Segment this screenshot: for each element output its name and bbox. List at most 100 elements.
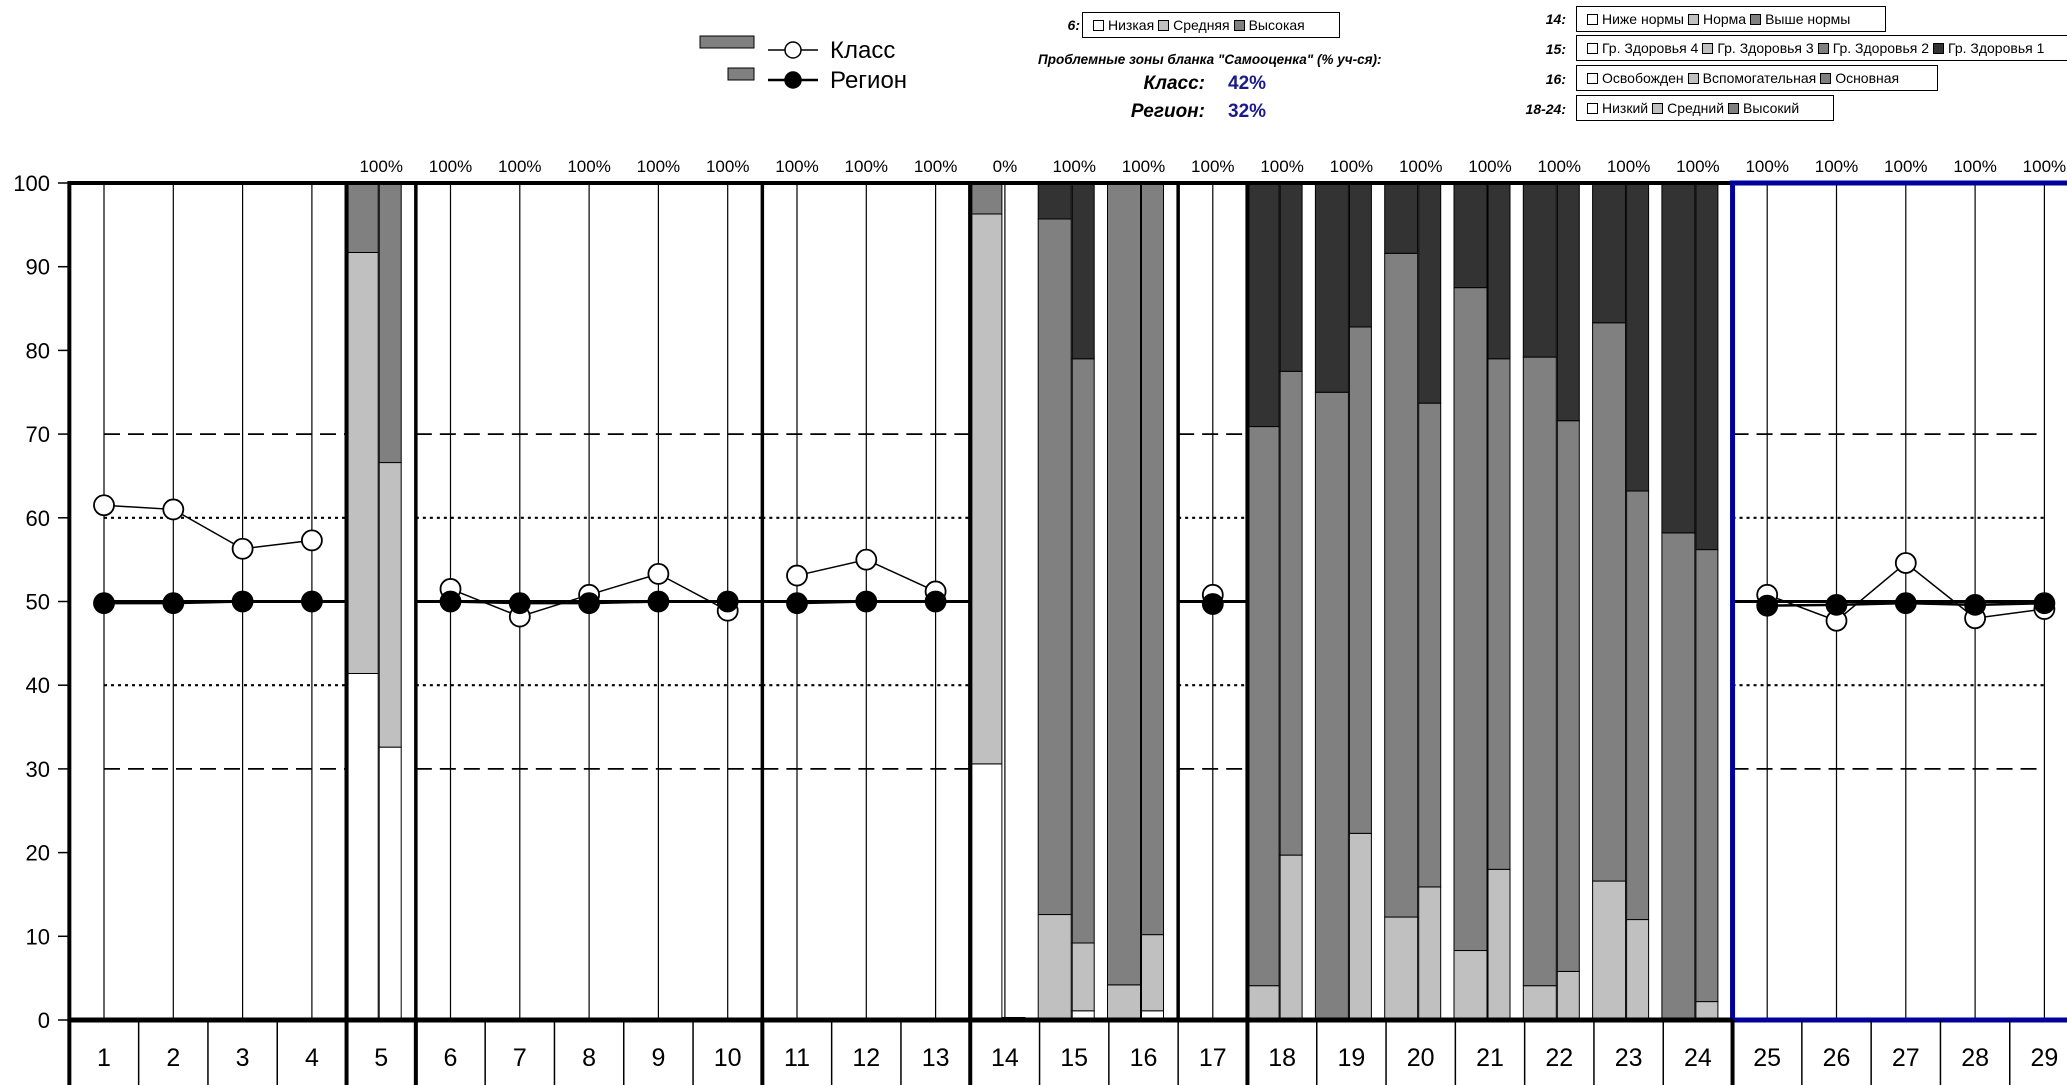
completion-label: 100% (359, 157, 402, 176)
completion-label: 100% (1399, 157, 1442, 176)
legend-item: Норма (1702, 11, 1747, 27)
completion-label: 100% (1676, 157, 1719, 176)
bar-segment (1279, 370, 1303, 856)
legend-swatch-health3 (1702, 42, 1714, 54)
bar-segment (1626, 490, 1650, 921)
legend-item: Освобожден (1602, 70, 1684, 86)
legend-swatch-below (1587, 13, 1598, 25)
class-point (786, 564, 808, 587)
legend-swatch-mid-level (1652, 102, 1664, 114)
bar-segment (1141, 934, 1164, 1012)
legend-box-15: Гр. Здоровья 4 Гр. Здоровья 3 Гр. Здоров… (1576, 35, 2067, 61)
region-point (93, 592, 115, 615)
category-label: 12 (852, 1044, 880, 1072)
bar-segment (1071, 942, 1095, 1012)
bar-segment (344, 251, 379, 674)
category-label: 19 (1337, 1044, 1365, 1072)
category-label: 8 (582, 1044, 596, 1072)
bar-segment (1037, 182, 1072, 220)
legend-key-6: 6: (1067, 17, 1080, 33)
completion-label: 100% (1052, 157, 1095, 176)
category-label: 17 (1199, 1044, 1227, 1072)
legend-marker-class (784, 41, 802, 59)
bar-segment (1071, 358, 1095, 944)
problem-zones-title: Проблемные зоны бланка "Самооценка" (% у… (1038, 52, 1382, 67)
bar-segment (1556, 420, 1580, 972)
legend-box-6: Низкая Средняя Высокая (1082, 12, 1340, 38)
legend-item: Высокая (1248, 17, 1305, 33)
legend-swatch-low-level (1587, 102, 1598, 114)
bar-segment (378, 462, 402, 748)
bar-segment (1453, 182, 1488, 289)
category-label: 20 (1407, 1044, 1435, 1072)
bar-segment (1245, 426, 1280, 987)
bar-segment (1037, 914, 1072, 1021)
bar-segment (1141, 182, 1164, 936)
legend-item: Ниже нормы (1602, 11, 1684, 27)
completion-label: 100% (498, 157, 541, 176)
bar-segment (344, 672, 379, 1021)
legend-item: Гр. Здоровья 3 (1717, 40, 1814, 56)
completion-label: 100% (1815, 157, 1858, 176)
bar-segment (1245, 182, 1280, 428)
y-tick-label: 40 (26, 673, 50, 698)
category-label: 5 (374, 1044, 388, 1072)
bar-segment (1107, 984, 1141, 1021)
completion-label: 100% (914, 157, 957, 176)
completion-label: 100% (429, 157, 472, 176)
bar-segment (968, 213, 1003, 765)
legend-swatch-health4 (1587, 42, 1598, 54)
legend-label-class: Класс (830, 37, 895, 64)
bar-segment (1245, 985, 1280, 1021)
bar-segment (1522, 356, 1557, 987)
series-line (104, 600, 312, 605)
bar-segment (1279, 182, 1303, 372)
bar-segment (1314, 391, 1349, 1021)
region-point (647, 590, 670, 613)
completion-label: 100% (2023, 157, 2066, 176)
region-point (231, 590, 254, 613)
region-point (439, 590, 462, 613)
legend-label-region: Регион (830, 67, 907, 94)
class-point (300, 529, 323, 552)
category-label: 27 (1892, 1044, 1920, 1072)
completion-label: 0% (993, 157, 1018, 176)
legend-item: Вспомогательная (1702, 70, 1817, 86)
bar-segment (1695, 1001, 1719, 1021)
legend-swatch-auxiliary (1687, 72, 1699, 84)
region-point (786, 592, 808, 615)
bar-segment (1556, 182, 1580, 422)
bar-segment (1487, 358, 1511, 870)
category-label: 18 (1268, 1044, 1296, 1072)
legend-item: Низкий (1602, 100, 1649, 116)
bar-segment (1487, 182, 1511, 360)
category-label: 25 (1753, 1044, 1781, 1072)
bar-segment (344, 182, 379, 253)
legend-box-18-24: Низкий Средний Высокий (1576, 95, 1834, 121)
category-label: 15 (1060, 1044, 1088, 1072)
bar-segment (1107, 182, 1141, 986)
completion-label: 100% (1468, 157, 1511, 176)
series-line (103, 504, 312, 550)
bar-segment (1384, 252, 1419, 918)
y-tick-label: 90 (26, 255, 50, 280)
category-label: 3 (236, 1044, 250, 1072)
region-point (578, 592, 600, 615)
category-label: 21 (1476, 1044, 1504, 1072)
legend-swatch-region (727, 67, 755, 81)
legend-swatch-above (1750, 13, 1762, 25)
legend-swatch-high (1233, 19, 1245, 31)
bar-segment (968, 763, 1003, 1021)
class-point (231, 537, 254, 560)
category-label: 9 (651, 1044, 665, 1072)
bar-segment (1592, 880, 1627, 1021)
bar-segment (1418, 182, 1442, 404)
y-tick-label: 20 (26, 841, 50, 866)
completion-label: 100% (1953, 157, 1996, 176)
region-point (300, 590, 323, 613)
legend-swatch-norm (1687, 13, 1699, 25)
completion-label: 100% (637, 157, 680, 176)
bar-segment (378, 746, 402, 1021)
category-label: 24 (1684, 1044, 1712, 1072)
